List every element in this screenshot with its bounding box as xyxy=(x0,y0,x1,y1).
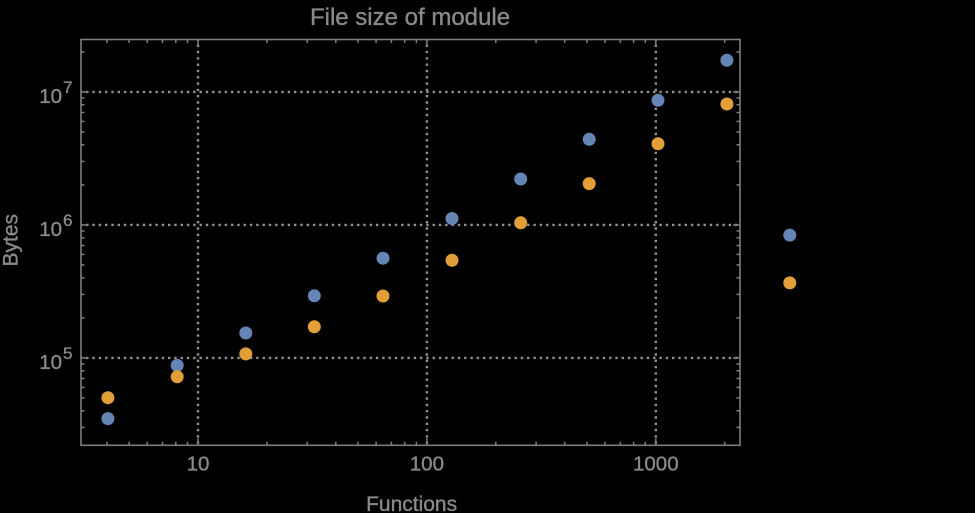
svg-text:6: 6 xyxy=(63,211,72,230)
svg-text:Functions: Functions xyxy=(366,493,457,513)
svg-text:10: 10 xyxy=(39,85,62,108)
svg-text:100: 100 xyxy=(410,452,444,475)
svg-text:5: 5 xyxy=(63,344,72,363)
svg-text:10: 10 xyxy=(187,452,210,475)
svg-text:File size of module: File size of module xyxy=(310,4,510,31)
svg-text:1000: 1000 xyxy=(633,452,679,475)
svg-text:10: 10 xyxy=(39,218,62,241)
svg-text:10: 10 xyxy=(39,351,62,374)
svg-text:Bytes: Bytes xyxy=(0,214,23,267)
svg-text:7: 7 xyxy=(63,78,72,97)
